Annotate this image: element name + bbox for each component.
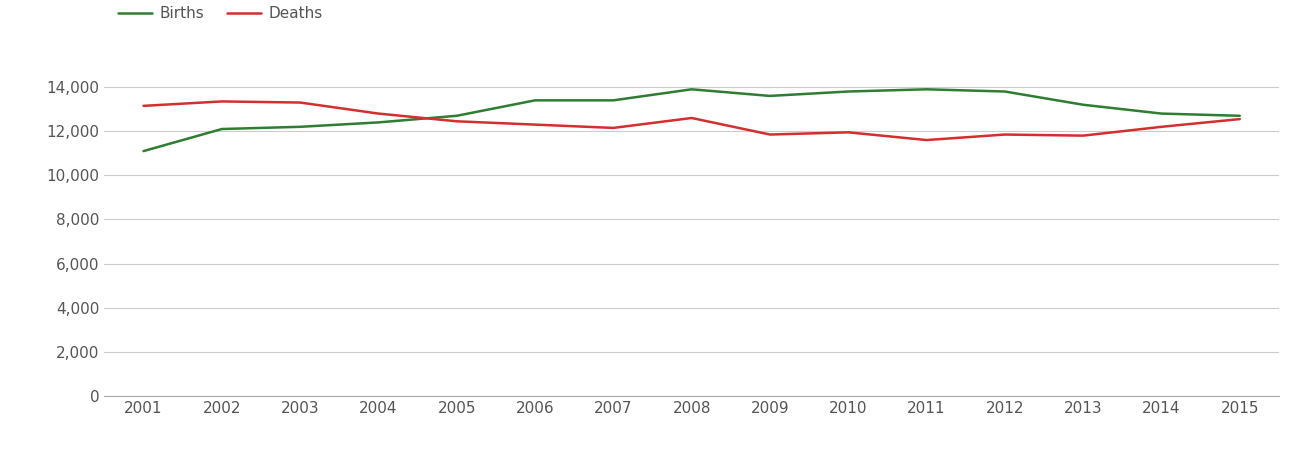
Births xyxy=(136,148,151,154)
Births xyxy=(214,126,230,132)
Births xyxy=(527,98,543,103)
Births xyxy=(997,89,1013,94)
Deaths xyxy=(292,100,308,105)
Deaths xyxy=(997,132,1013,137)
Deaths xyxy=(762,132,778,137)
Births xyxy=(292,124,308,130)
Deaths xyxy=(136,103,151,108)
Births xyxy=(449,113,465,118)
Deaths xyxy=(527,122,543,127)
Deaths xyxy=(1075,133,1091,138)
Births xyxy=(1075,102,1091,108)
Line: Births: Births xyxy=(144,89,1240,151)
Deaths xyxy=(684,115,699,121)
Deaths xyxy=(449,119,465,124)
Deaths xyxy=(1232,117,1248,122)
Deaths xyxy=(371,111,386,116)
Deaths xyxy=(214,99,230,104)
Deaths xyxy=(919,137,934,143)
Births xyxy=(762,93,778,99)
Births xyxy=(371,120,386,125)
Births xyxy=(606,98,621,103)
Births xyxy=(1154,111,1169,116)
Births xyxy=(919,86,934,92)
Deaths xyxy=(1154,124,1169,130)
Deaths xyxy=(840,130,856,135)
Births xyxy=(840,89,856,94)
Births xyxy=(684,86,699,92)
Line: Deaths: Deaths xyxy=(144,101,1240,140)
Legend: Births, Deaths: Births, Deaths xyxy=(112,0,329,27)
Births xyxy=(1232,113,1248,118)
Deaths xyxy=(606,125,621,130)
